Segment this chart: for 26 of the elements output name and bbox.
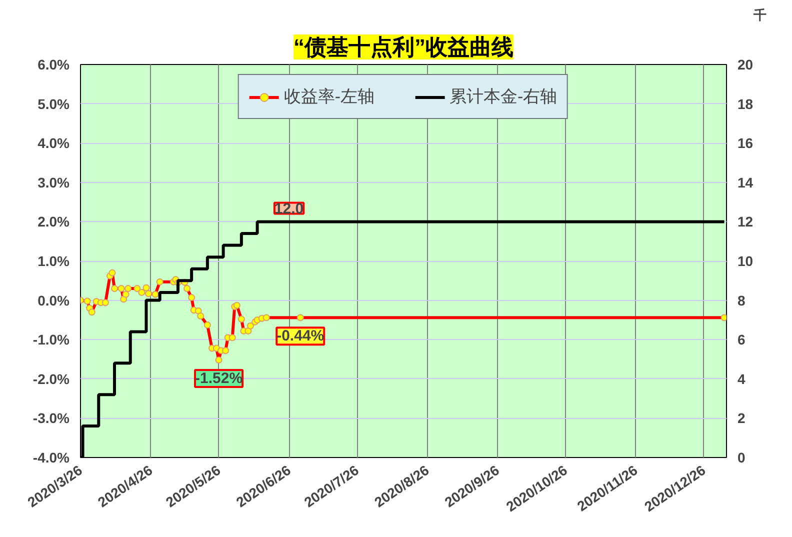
y2-tick-label: 14 [738, 174, 754, 190]
chart-title: “债基十点利”收益曲线 [294, 34, 514, 60]
y-tick-label: 1.0% [38, 253, 70, 269]
y-tick-label: 3.0% [38, 174, 70, 190]
y2-tick-label: 20 [738, 56, 754, 72]
legend-label: 累计本金-右轴 [450, 86, 558, 108]
y2-tick-label: 18 [738, 96, 754, 112]
y2-tick-label: 8 [738, 292, 746, 308]
y2-tick-label: 0 [738, 450, 746, 466]
y-tick-label: 4.0% [38, 135, 70, 152]
y-tick-label: -3.0% [32, 410, 70, 426]
y-tick-label: 0.0% [38, 292, 70, 308]
y-tick-label: -1.0% [32, 332, 70, 348]
y-tick-label: -4.0% [32, 450, 70, 466]
legend-label: 收益率-左轴 [284, 86, 374, 108]
y-tick-label: -2.0% [32, 370, 70, 387]
y2-tick-label: 16 [738, 135, 754, 152]
y-tick-label: 5.0% [38, 96, 70, 112]
y2-axis-title: 千 [752, 8, 766, 22]
y2-tick-label: 12 [738, 214, 754, 230]
y2-tick-label: 4 [738, 370, 746, 387]
y-tick-label: 6.0% [38, 56, 70, 72]
y2-tick-label: 10 [738, 253, 754, 269]
y2-tick-label: 2 [738, 410, 746, 426]
y-tick-label: 2.0% [38, 214, 70, 230]
y2-tick-label: 6 [738, 332, 746, 348]
